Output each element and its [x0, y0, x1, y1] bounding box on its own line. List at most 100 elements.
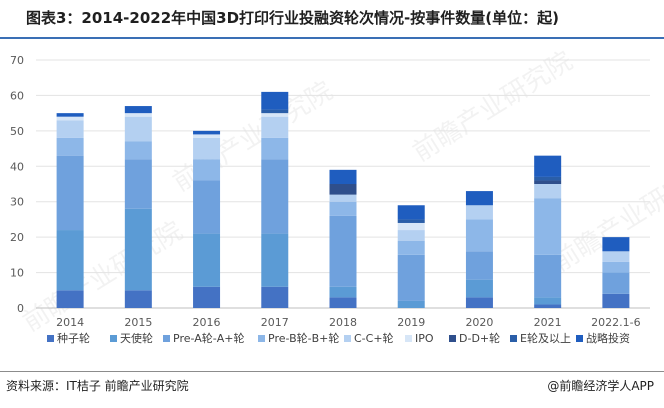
legend-label: D-D+轮 [459, 331, 500, 345]
bar-segment [397, 205, 425, 220]
bar-segment [124, 208, 152, 291]
legend-swatch [110, 335, 117, 342]
bar-segment [56, 155, 84, 231]
title-divider [0, 37, 664, 39]
bar-segment [193, 286, 221, 308]
x-tick-label: 2014 [56, 316, 84, 329]
bar-segment [261, 116, 289, 138]
bar-segment [465, 279, 493, 298]
bar-segment [329, 169, 357, 184]
legend-label: 天使轮 [120, 331, 153, 345]
chart-title: 图表3：2014-2022年中国3D打印行业投融资轮次情况-按事件数量(单位：起… [26, 9, 559, 27]
bars [56, 91, 630, 308]
y-tick-label: 20 [10, 231, 24, 244]
bar-segment [534, 184, 562, 199]
x-tick-label: 2021 [534, 316, 562, 329]
bar-segment [602, 251, 630, 262]
bar-segment [534, 176, 562, 181]
bar-segment [534, 180, 562, 184]
y-tick-label: 30 [10, 196, 24, 209]
bar-segment [56, 120, 84, 138]
bar-segment [261, 113, 289, 117]
bar-segment [397, 222, 425, 231]
legend-label: 战略投资 [586, 331, 630, 345]
y-tick-label: 70 [10, 54, 24, 67]
bar-segment [124, 290, 152, 308]
legend-swatch [576, 335, 583, 342]
x-tick-label: 2016 [193, 316, 221, 329]
bar-segment [329, 194, 357, 202]
legend: 种子轮 天使轮 Pre-A轮-A+轮 Pre-B轮-B+轮 C-C+轮 IPO D-D+轮 E… [47, 331, 630, 345]
bar-segment [193, 137, 221, 160]
bar-segment [465, 191, 493, 206]
x-tick-label: 2020 [465, 316, 493, 329]
y-tick-label: 0 [17, 302, 24, 315]
bar-segment [465, 297, 493, 308]
bar-segment [602, 272, 630, 294]
legend-label: IPO [415, 332, 434, 345]
legend-swatch [405, 335, 412, 342]
bar-segment [534, 198, 562, 255]
bar-segment [193, 134, 221, 138]
bar-segment [124, 159, 152, 209]
source-note: 资料来源：IT桔子 前瞻产业研究院 [6, 379, 189, 393]
legend-swatch [344, 335, 351, 342]
bar-segment [56, 137, 84, 156]
x-axis-ticks: 2014 2015 2016 2017 2018 2019 2020 2021 2022.1-6 [56, 316, 641, 329]
bar-segment [56, 230, 84, 291]
bar-segment [602, 293, 630, 308]
bar-segment [193, 233, 221, 287]
y-axis-ticks: 0 10 20 30 40 50 60 70 [10, 54, 24, 315]
y-tick-label: 50 [10, 125, 24, 138]
bar-segment [397, 230, 425, 241]
legend-label: Pre-B轮-B+轮 [268, 331, 339, 345]
watermark-text: 前瞻产业研究院 [408, 46, 578, 168]
bar-segment [465, 219, 493, 252]
bar-segment [329, 201, 357, 216]
bar-segment [397, 219, 425, 223]
bar-segment [124, 113, 152, 117]
y-tick-label: 60 [10, 89, 24, 102]
bar-segment [261, 286, 289, 308]
bar-segment [329, 215, 357, 287]
footer-divider [0, 371, 664, 372]
y-tick-label: 40 [10, 160, 24, 173]
bar-segment [602, 261, 630, 273]
legend-label: 种子轮 [57, 331, 90, 345]
bar-segment [193, 180, 221, 234]
bar-segment [124, 116, 152, 142]
bar-segment [261, 109, 289, 114]
bar-segment [465, 205, 493, 220]
bar-segment [397, 254, 425, 301]
bar-segment [261, 137, 289, 160]
bar-segment [465, 251, 493, 280]
bar-segment [56, 113, 84, 117]
legend-swatch [258, 335, 265, 342]
x-tick-label: 2019 [397, 316, 425, 329]
bar-segment [602, 237, 630, 252]
x-tick-label: 2015 [124, 316, 152, 329]
bar-segment [534, 297, 562, 305]
bar-segment [397, 300, 425, 308]
legend-swatch [449, 335, 456, 342]
bar-segment [329, 297, 357, 308]
bar-segment [534, 155, 562, 177]
bar-segment [261, 91, 289, 110]
bar-segment [56, 290, 84, 308]
x-tick-label: 2017 [261, 316, 289, 329]
bar-segment [193, 130, 221, 135]
credit-note: @前瞻经济学人APP [547, 379, 654, 393]
x-tick-label: 2022.1-6 [591, 316, 640, 329]
legend-label: Pre-A轮-A+轮 [173, 331, 244, 345]
legend-swatch [510, 335, 517, 342]
bar-segment [397, 240, 425, 255]
y-tick-label: 10 [10, 267, 24, 280]
bar-segment [193, 159, 221, 181]
legend-label: C-C+轮 [354, 331, 394, 345]
legend-swatch [163, 335, 170, 342]
legend-label: E轮及以上 [520, 331, 571, 345]
bar-segment [56, 116, 84, 121]
bar-segment [329, 286, 357, 298]
bar-segment [261, 159, 289, 234]
